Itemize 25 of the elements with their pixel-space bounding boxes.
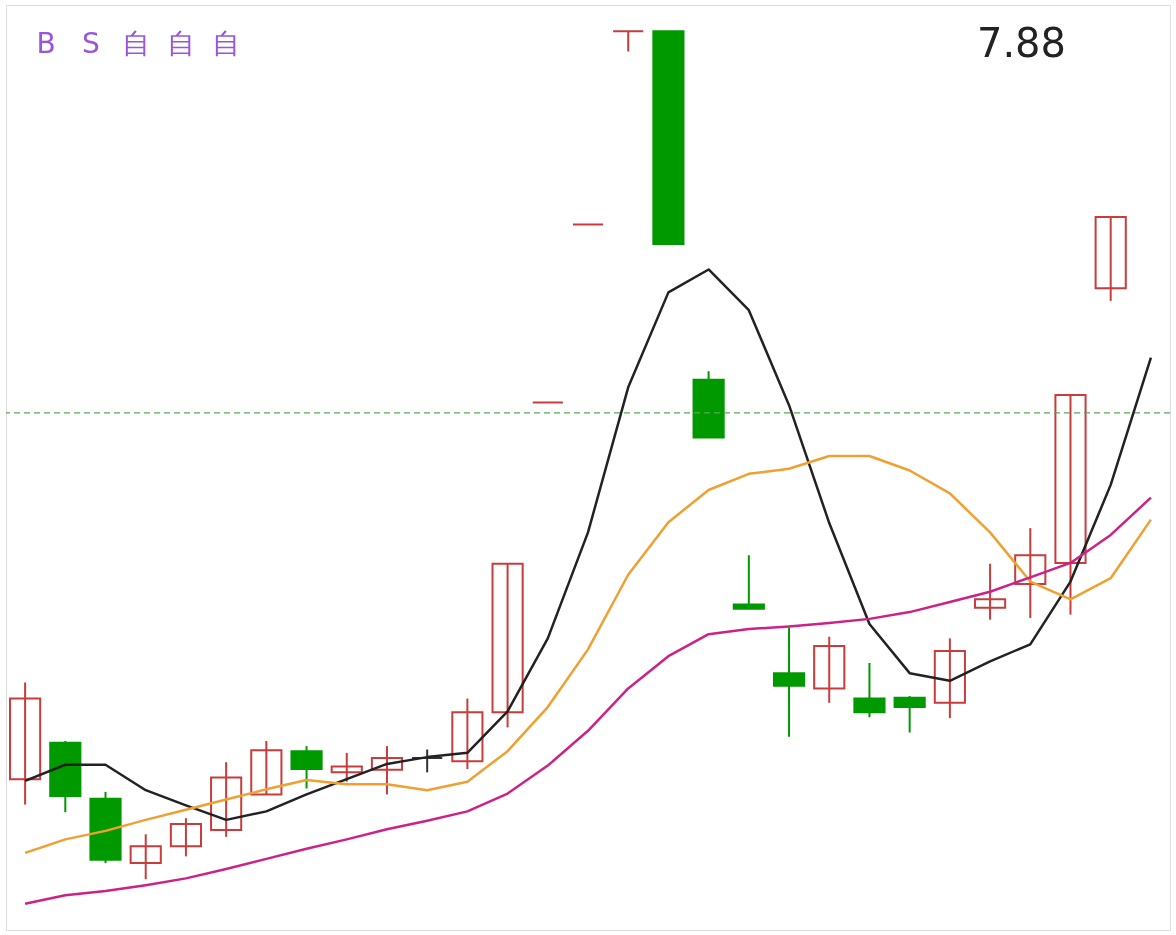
annotation: 自 <box>167 27 195 60</box>
candlestick <box>772 626 806 738</box>
candlestick <box>210 761 243 838</box>
annotation: 自 <box>122 27 150 60</box>
candlestick <box>933 637 966 720</box>
candlestick <box>1054 393 1087 616</box>
annotation: S <box>82 27 100 60</box>
candlestick <box>169 817 203 858</box>
candlestick <box>1094 215 1127 302</box>
annotation: B <box>36 27 56 60</box>
candlestick <box>612 30 645 53</box>
annotation: 自 <box>212 27 240 60</box>
candlestick <box>9 681 42 806</box>
candlestick <box>411 748 444 774</box>
candlestick <box>813 635 846 704</box>
candlestick <box>330 751 363 783</box>
candlestick <box>491 562 524 729</box>
candlestick <box>732 554 765 610</box>
candlestick <box>250 740 283 796</box>
candlestick <box>451 697 484 770</box>
annotation: 7.88 <box>976 20 1066 66</box>
candlestick <box>973 562 1007 621</box>
candlestick <box>370 745 404 796</box>
candlestick <box>1014 527 1047 620</box>
candlestick <box>129 833 162 881</box>
